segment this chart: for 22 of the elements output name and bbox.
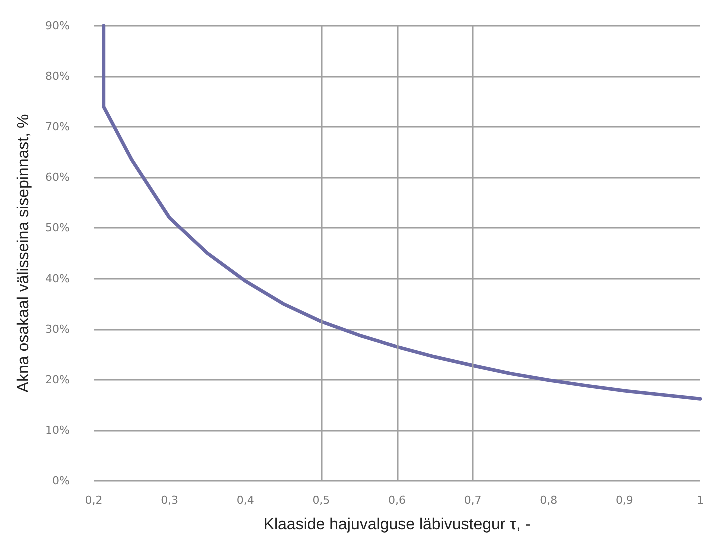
x-tick-label: 0,3	[161, 494, 179, 507]
y-tick-label: 20%	[46, 373, 70, 386]
x-axis-title: Klaaside hajuvalguse läbivustegur τ, -	[264, 516, 531, 534]
y-tick-label: 0%	[52, 474, 70, 488]
y-axis-title: Akna osakaal välisseina sisepinnast, %	[16, 114, 32, 393]
line-series	[102, 24, 702, 401]
x-tick-label: 1	[697, 494, 704, 507]
x-tick-label: 0,5	[312, 494, 330, 507]
x-tick-label: 0,2	[85, 494, 103, 507]
y-tick-label: 60%	[46, 171, 70, 184]
y-tick-label: 40%	[46, 272, 70, 286]
y-tick-label: 50%	[46, 222, 70, 235]
y-tick-label: 90%	[46, 20, 70, 32]
y-tick-label: 10%	[46, 424, 70, 437]
x-tick-label: 0,8	[540, 494, 558, 507]
x-tick-label: 0,7	[464, 494, 482, 507]
x-tick-label: 0,9	[616, 494, 634, 507]
y-tick-label: 30%	[46, 322, 70, 336]
x-tick-label: 0,4	[236, 494, 254, 507]
y-tick-label: 70%	[46, 120, 70, 134]
y-tick-label: 80%	[46, 70, 70, 84]
x-tick-label: 0,6	[388, 494, 406, 507]
